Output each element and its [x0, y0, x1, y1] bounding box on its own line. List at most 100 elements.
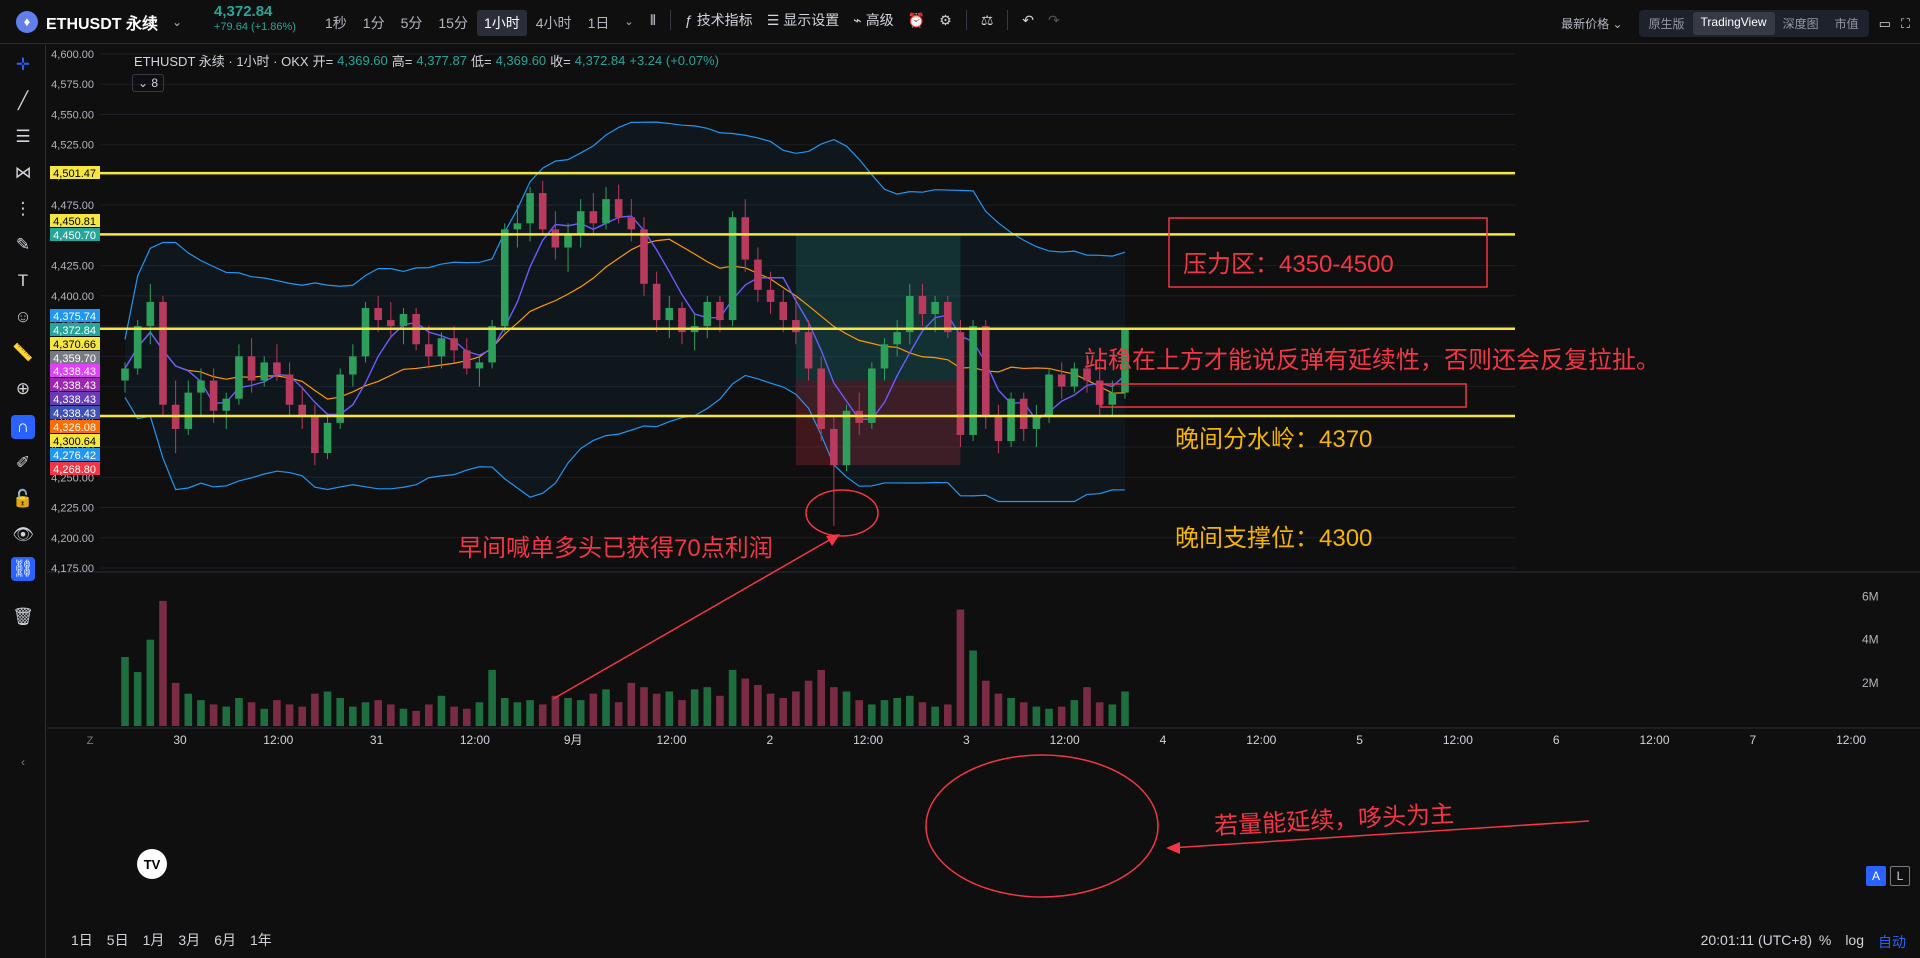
price-tag-label: 4,338.43 — [53, 366, 96, 378]
latest-price-dropdown[interactable]: 最新价格 ⌄ — [1561, 17, 1623, 31]
volume-circle — [925, 754, 1159, 898]
trendline-icon[interactable]: ╱ — [17, 91, 29, 110]
price-tag-label: 4,359.70 — [53, 353, 96, 365]
candle-body — [399, 314, 408, 327]
indicators-toggle[interactable]: ⌄ 8 — [132, 74, 165, 92]
candle-body — [779, 301, 788, 321]
time-axis: Z 30 12:00 31 12:00 9月 12:00 2 12:00 3 12:00 4 12:00… — [87, 733, 1867, 747]
volume-bar — [602, 689, 610, 726]
interval-5m[interactable]: 5分 — [400, 15, 423, 31]
chart-background — [100, 46, 1515, 726]
window-icon[interactable]: ▭ — [1878, 15, 1891, 31]
range-3m[interactable]: 3月 — [178, 932, 201, 948]
volume-bar — [159, 600, 167, 726]
fib-icon[interactable]: ⋮ — [14, 199, 32, 218]
range-1m[interactable]: 1月 — [142, 932, 165, 948]
redo-icon[interactable]: ↷ — [1047, 11, 1060, 28]
view-depth[interactable]: 深度图 — [1782, 17, 1819, 31]
volume-bar — [1095, 702, 1104, 726]
collapse-icon[interactable]: ‹ — [21, 755, 25, 769]
interval-15m[interactable]: 15分 — [438, 15, 468, 31]
time-tick-label: 30 — [173, 733, 187, 747]
view-market-cap[interactable]: 市值 — [1834, 17, 1859, 31]
legend-open-label: 开= — [312, 54, 334, 69]
interval-4h[interactable]: 4小时 — [535, 15, 572, 31]
chevron-down-icon[interactable]: ⌄ — [172, 14, 183, 29]
candle-body — [792, 320, 800, 333]
draw-lock-icon[interactable]: ✐ — [15, 453, 31, 472]
trash-icon[interactable]: 🗑 — [12, 607, 34, 626]
time-tick-label: 6 — [1553, 733, 1560, 747]
candle-type-icon[interactable]: ⫴ — [650, 11, 656, 28]
indicators-button[interactable]: ƒ 技术指标 — [685, 10, 753, 30]
candle-body — [159, 301, 167, 405]
compare-icon[interactable]: ⚖ — [980, 11, 994, 28]
interval-1h[interactable]: 1小时 — [476, 10, 527, 36]
time-tick-label: 7 — [1749, 733, 1756, 747]
volume-bar — [1032, 706, 1041, 726]
crosshair-icon[interactable]: ✛ — [15, 55, 31, 74]
eye-icon[interactable]: 👁 — [12, 525, 34, 544]
view-native[interactable]: 原生版 — [1648, 17, 1685, 31]
magnet-icon[interactable]: ∩ — [11, 415, 35, 439]
annotation-pressure: 压力区：4350-4500 — [1183, 251, 1394, 278]
candle-body — [121, 368, 129, 381]
auto-scale-a-button[interactable]: A — [1866, 866, 1886, 886]
drawn-annotations — [552, 217, 1590, 898]
fullscreen-icon[interactable]: ⛶ — [1900, 15, 1910, 31]
advanced-button[interactable]: ⌁ 高级 — [853, 10, 893, 30]
symbol-block[interactable]: ♦ ETHUSDT 永续 ⌄ — [0, 10, 300, 34]
interval-1m[interactable]: 1分 — [362, 15, 385, 31]
candle-body — [247, 356, 256, 381]
interval-1s[interactable]: 1秒 — [325, 15, 347, 31]
pattern-icon[interactable]: ⋈ — [14, 163, 32, 182]
display-settings-button[interactable]: ☰ 显示设置 — [767, 10, 840, 30]
time-tick-label: 12:00 — [1639, 733, 1669, 747]
candle-body — [1032, 416, 1041, 429]
horizontal-lines-icon[interactable]: ☰ — [15, 127, 31, 146]
price-tag-bg — [50, 323, 100, 336]
drawing-toolbar: ✛ ╱ ☰ ⋈ ⋮ ✎ T ☺ 📏 ⊕ ∩ ✐ 🔓 👁 ⛓ 🗑 ‹ — [0, 45, 46, 958]
price-tag-label: 4,450.81 — [53, 216, 96, 228]
interval-1d[interactable]: 1日 — [587, 15, 610, 31]
legend-change: +3.24 (+0.07%) — [629, 53, 719, 68]
range-5d[interactable]: 5日 — [106, 932, 129, 948]
volume-bars — [121, 600, 1129, 726]
view-tradingview[interactable]: TradingView — [1692, 12, 1775, 35]
scale-toggles: % log 自动 — [1819, 932, 1906, 952]
link-icon[interactable]: ⛓ — [11, 557, 35, 581]
log-toggle[interactable]: log — [1845, 932, 1864, 948]
volume-bar — [868, 704, 876, 726]
text-icon[interactable]: T — [17, 271, 29, 290]
symbol-name[interactable]: ETHUSDT 永续 — [46, 15, 159, 33]
lock-scale-l-button[interactable]: L — [1890, 866, 1910, 886]
auto-toggle[interactable]: 自动 — [1878, 934, 1906, 950]
lock-icon[interactable]: 🔓 — [12, 489, 34, 508]
candle-body — [336, 374, 344, 423]
range-1y[interactable]: 1年 — [249, 932, 272, 948]
volume-tick-label: 6M — [1862, 590, 1879, 604]
range-6m[interactable]: 6月 — [214, 932, 236, 948]
ruler-icon[interactable]: 📏 — [12, 343, 34, 362]
brush-icon[interactable]: ✎ — [15, 235, 31, 254]
emoji-icon[interactable]: ☺ — [14, 307, 32, 326]
annotation-morning: 早间喊单多头已获得70点利润 — [458, 535, 773, 562]
range-1d[interactable]: 1日 — [71, 932, 93, 948]
volume-bar — [640, 687, 648, 726]
candle-body — [703, 301, 712, 327]
divider — [965, 10, 967, 30]
tradingview-logo-icon[interactable]: TV — [137, 849, 167, 879]
price-axis: 4,600.004,575.004,550.004,525.004,500.00… — [50, 49, 100, 575]
interval-more-icon[interactable]: ⌄ — [624, 16, 634, 28]
candle-body — [285, 374, 294, 405]
gear-icon[interactable]: ⚙ — [939, 11, 952, 28]
price-tag-bg — [50, 351, 100, 364]
undo-icon[interactable]: ↶ — [1022, 11, 1034, 28]
volume-bar — [311, 693, 319, 726]
zoom-icon[interactable]: ⊕ — [15, 379, 31, 398]
alert-icon[interactable]: ⏰ — [907, 11, 926, 28]
clock[interactable]: 20:01:11 (UTC+8) — [1700, 932, 1812, 948]
volume-bar — [804, 680, 813, 726]
percent-toggle[interactable]: % — [1818, 932, 1832, 948]
